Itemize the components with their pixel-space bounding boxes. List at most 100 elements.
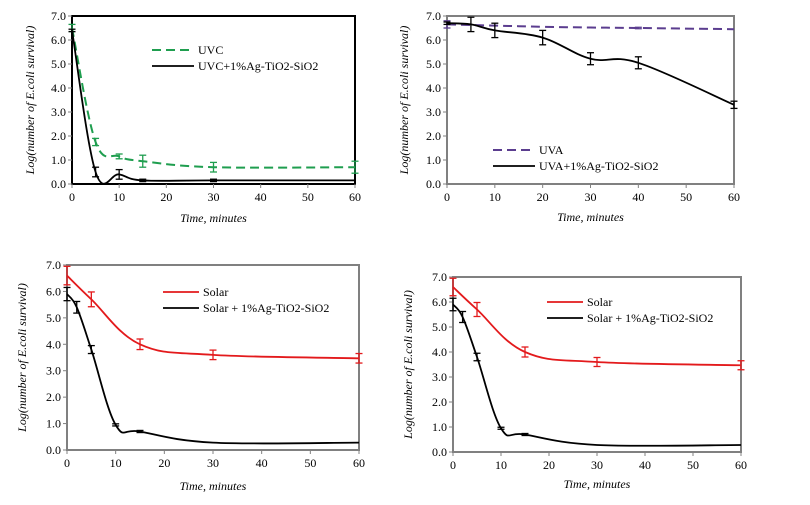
error-bar xyxy=(593,356,601,368)
x-tick-label: 40 xyxy=(639,458,651,472)
error-bar xyxy=(459,310,467,324)
error-bar xyxy=(351,160,359,174)
x-tick-label: 50 xyxy=(302,190,314,204)
x-tick-label: 30 xyxy=(208,190,220,204)
series-uva xyxy=(443,20,735,31)
series-uva-1-ag-tio2-sio2 xyxy=(443,16,738,110)
error-bar xyxy=(587,52,594,66)
y-tick-label: 6.0 xyxy=(432,295,447,309)
error-bar xyxy=(87,291,95,308)
y-tick-label: 6.0 xyxy=(51,33,66,47)
x-tick-label: 50 xyxy=(680,190,692,204)
legend-entry: Solar xyxy=(547,295,612,309)
y-tick-label: 1.0 xyxy=(46,417,61,431)
y-tick-label: 6.0 xyxy=(426,33,441,47)
y-tick-label: 4.0 xyxy=(51,81,66,95)
y-tick-label: 7.0 xyxy=(51,9,66,23)
y-tick-label: 7.0 xyxy=(46,258,61,272)
legend-entry: Solar xyxy=(163,285,228,299)
legend-label: UVC+1%Ag-TiO2-SiO2 xyxy=(198,59,318,73)
y-tick-label: 0.0 xyxy=(432,445,447,459)
y-tick-label: 2.0 xyxy=(46,390,61,404)
series-solar xyxy=(449,277,745,371)
error-bar xyxy=(139,178,147,183)
series-solar xyxy=(63,265,363,364)
error-bar xyxy=(139,154,147,168)
legend-label: UVC xyxy=(198,43,223,57)
error-bar xyxy=(73,300,81,314)
y-axis-label: Log(number of E.coli survival) xyxy=(23,26,37,176)
series-line xyxy=(71,30,355,185)
x-tick-label: 40 xyxy=(632,190,644,204)
legend-entry: UVC xyxy=(152,43,223,57)
y-tick-label: 0.0 xyxy=(46,443,61,457)
legend-entry: UVA+1%Ag-TiO2-SiO2 xyxy=(493,159,658,173)
legend-label: UVA+1%Ag-TiO2-SiO2 xyxy=(539,159,658,173)
x-tick-label: 0 xyxy=(450,458,456,472)
legend-label: Solar xyxy=(203,285,228,299)
error-bar xyxy=(115,153,123,160)
error-bar xyxy=(449,297,457,312)
error-bar xyxy=(92,166,100,178)
x-tick-label: 0 xyxy=(64,456,70,470)
series-solar-1-ag-tio2-sio2 xyxy=(63,286,360,445)
error-bar xyxy=(112,423,120,427)
y-tick-label: 3.0 xyxy=(426,105,441,119)
y-tick-label: 3.0 xyxy=(51,105,66,119)
y-tick-label: 7.0 xyxy=(426,9,441,23)
error-bar xyxy=(63,265,71,286)
plot-area xyxy=(446,15,735,185)
plot-area xyxy=(71,15,356,185)
y-tick-label: 7.0 xyxy=(432,270,447,284)
error-bar xyxy=(521,432,529,437)
y-tick-label: 2.0 xyxy=(426,129,441,143)
y-tick-label: 1.0 xyxy=(432,420,447,434)
error-bar xyxy=(473,301,481,318)
error-bar xyxy=(634,56,642,70)
y-tick-label: 5.0 xyxy=(51,57,66,71)
x-tick-label: 30 xyxy=(591,458,603,472)
legend-entry: UVA xyxy=(493,143,564,157)
error-bar xyxy=(63,286,71,302)
x-axis-label: Time, minutes xyxy=(564,477,631,491)
x-tick-label: 60 xyxy=(735,458,747,472)
y-tick-label: 4.0 xyxy=(432,345,447,359)
x-tick-label: 0 xyxy=(69,190,75,204)
error-bar xyxy=(467,16,475,33)
error-bar xyxy=(210,178,217,183)
error-bar xyxy=(491,22,499,39)
x-tick-label: 60 xyxy=(728,190,740,204)
y-tick-label: 5.0 xyxy=(432,320,447,334)
y-axis-label: Log(number of E.coli survival) xyxy=(15,283,29,433)
x-tick-label: 20 xyxy=(537,190,549,204)
series-uvc-1-ag-tio2-sio2 xyxy=(68,28,355,185)
chart-panel-bottom-left: 0.0 1.0 2.0 3.0 4.0 5.0 6.0 7.0 0 10 20 30 40 50 60 Tim… xyxy=(15,258,365,493)
error-bar xyxy=(115,168,123,180)
y-tick-label: 4.0 xyxy=(426,81,441,95)
y-tick-label: 1.0 xyxy=(426,153,441,167)
y-tick-label: 3.0 xyxy=(432,370,447,384)
series-uvc xyxy=(68,23,359,174)
legend-entry: Solar + 1%Ag-TiO2-SiO2 xyxy=(547,311,713,325)
error-bar xyxy=(497,426,505,430)
error-bar xyxy=(473,352,481,362)
y-tick-label: 2.0 xyxy=(432,395,447,409)
x-tick-label: 20 xyxy=(160,190,172,204)
legend-label: Solar + 1%Ag-TiO2-SiO2 xyxy=(587,311,713,325)
x-axis-label: Time, minutes xyxy=(180,479,247,493)
error-bar xyxy=(87,344,95,355)
error-bar xyxy=(521,346,529,358)
legend-entry: UVC+1%Ag-TiO2-SiO2 xyxy=(152,59,318,73)
error-bar xyxy=(136,429,144,434)
x-tick-label: 50 xyxy=(304,456,316,470)
error-bar xyxy=(539,29,547,46)
x-tick-label: 20 xyxy=(543,458,555,472)
y-tick-label: 0.0 xyxy=(426,177,441,191)
legend-label: UVA xyxy=(539,143,564,157)
y-tick-label: 3.0 xyxy=(46,364,61,378)
x-tick-label: 30 xyxy=(207,456,219,470)
y-axis-label: Log(number of E.coli survival) xyxy=(397,26,411,176)
y-axis-label: Log(number of E.coli survival) xyxy=(401,290,415,440)
error-bar xyxy=(209,349,217,361)
x-tick-label: 40 xyxy=(255,190,267,204)
